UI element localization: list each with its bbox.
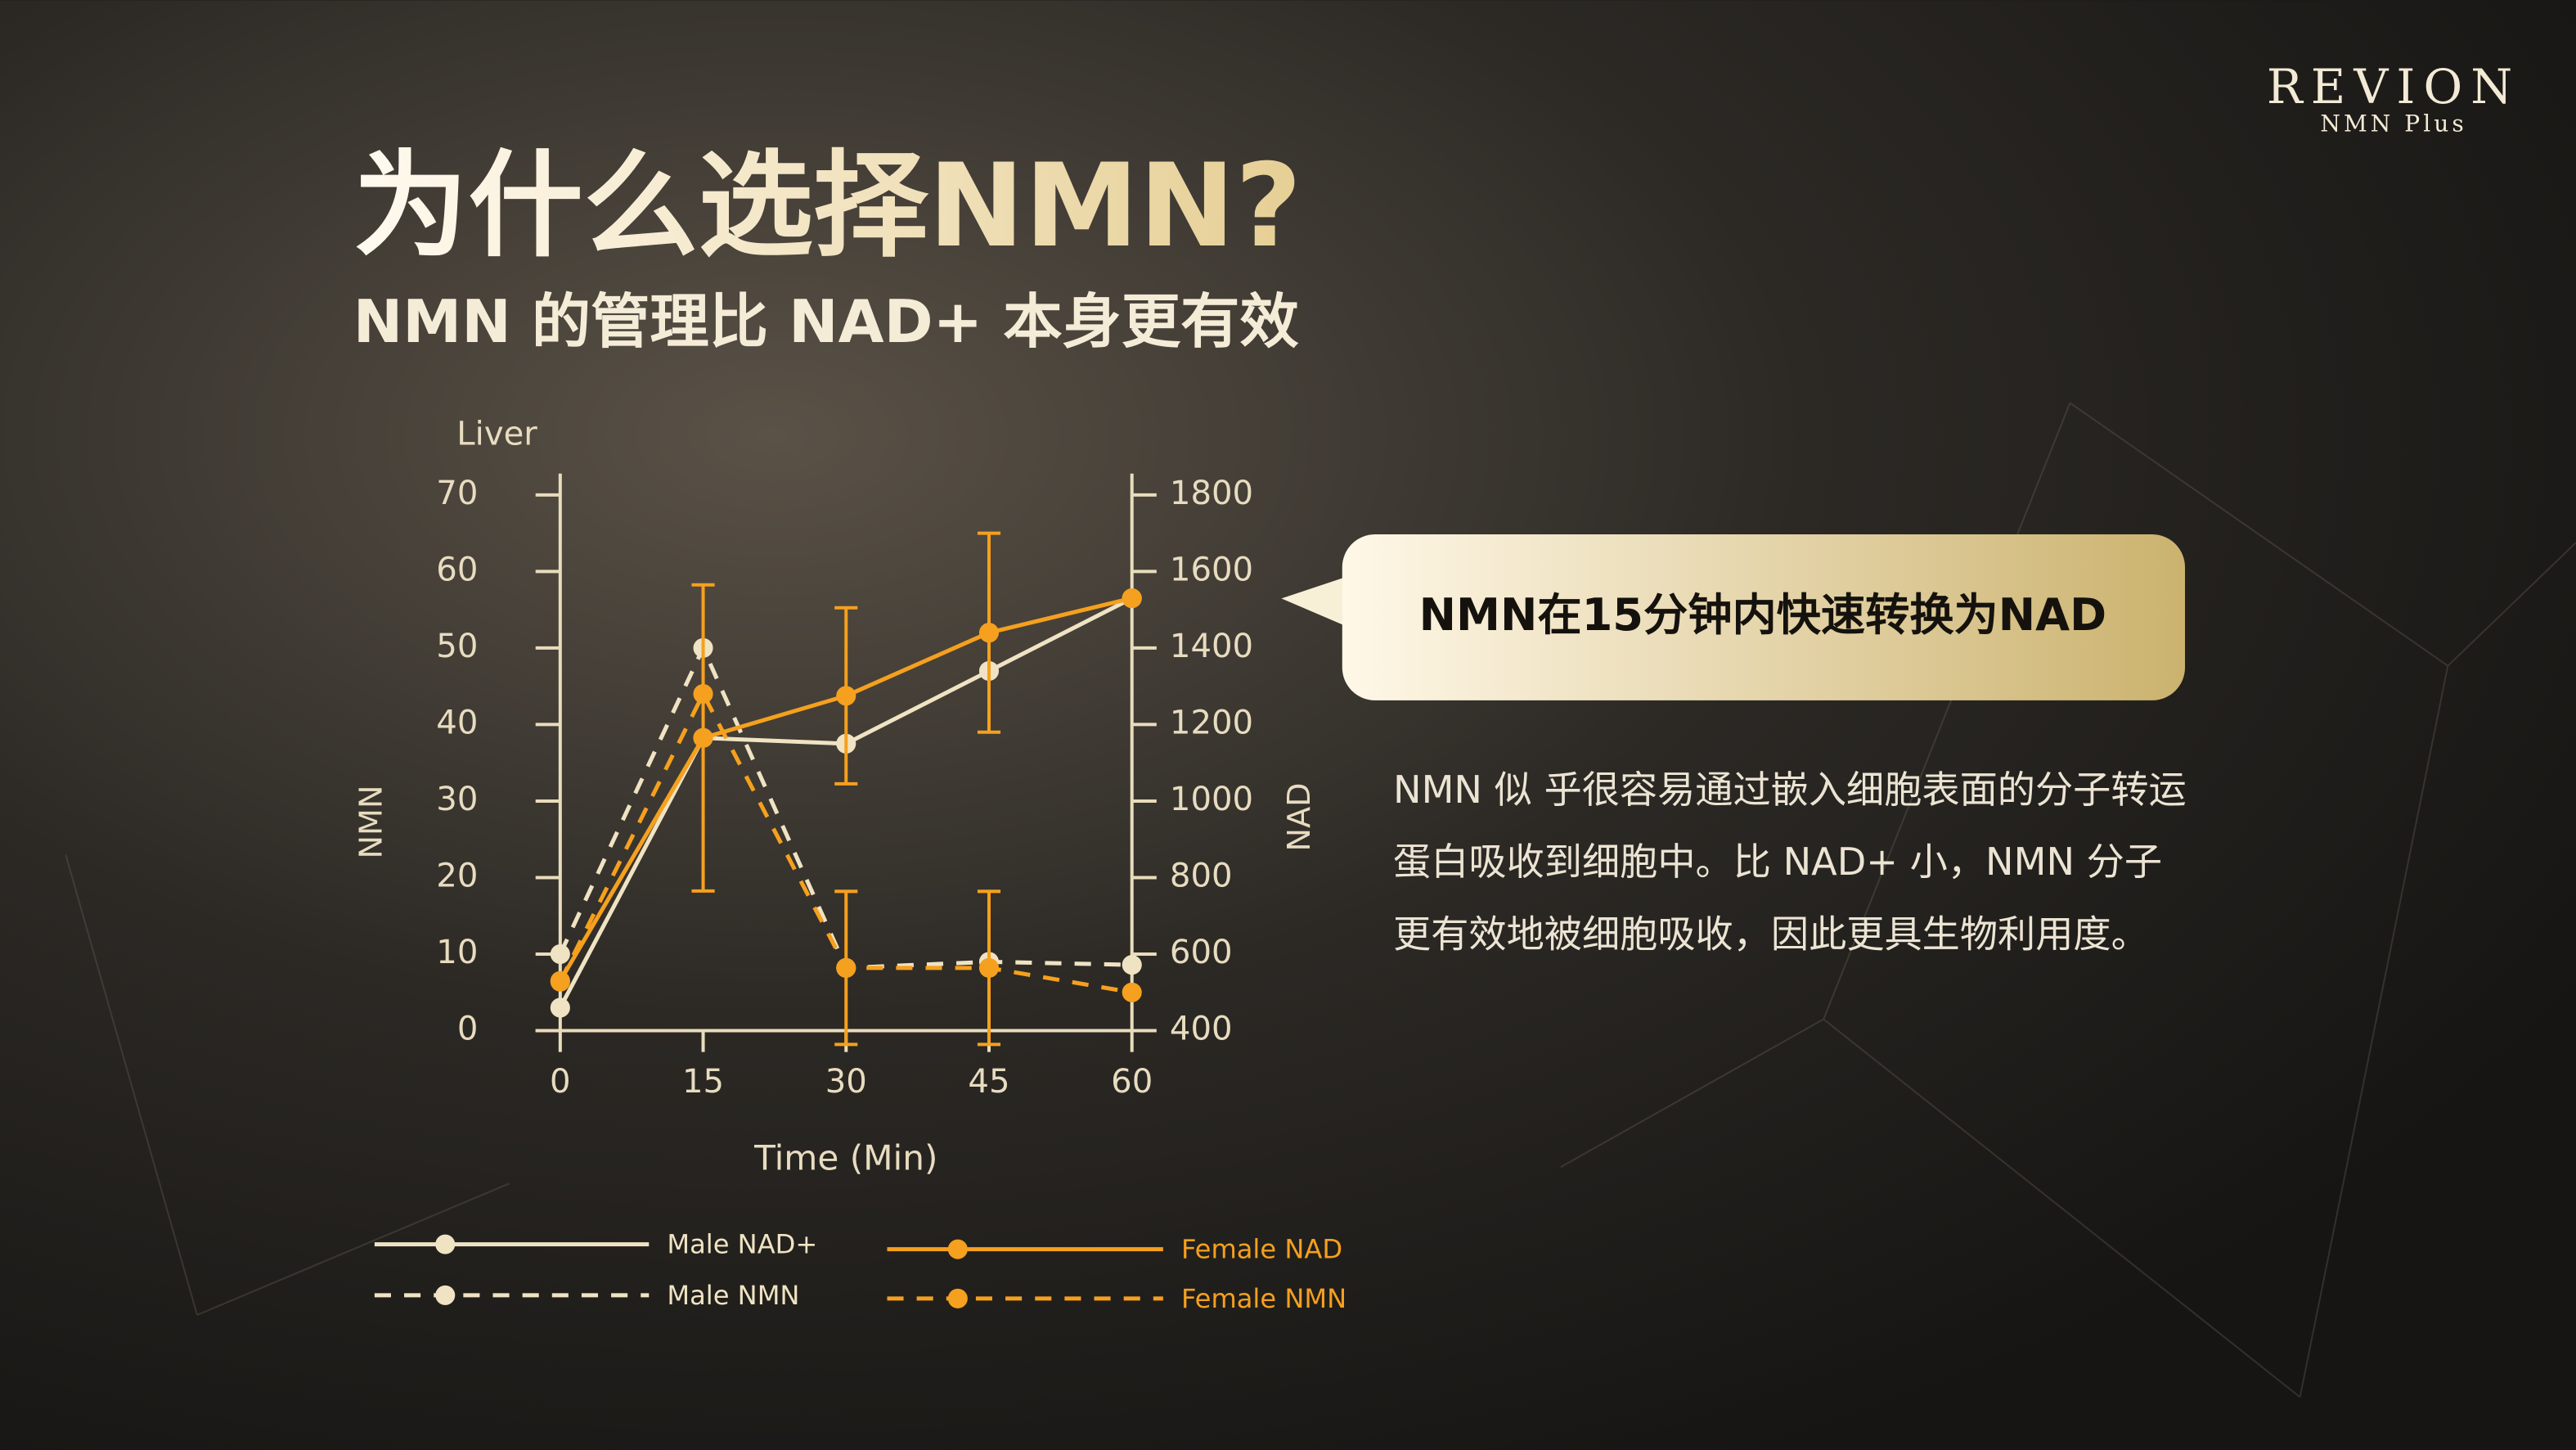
subtitle: NMN 的管理比 NAD+ 本身更有效: [353, 288, 1299, 357]
y2-tick-label: 1600: [1170, 551, 1253, 588]
legend-marker: [947, 1239, 968, 1259]
callout-pointer: [1281, 575, 1351, 628]
y-tick-label: 10: [436, 934, 478, 971]
y-tick-label: 70: [436, 475, 478, 512]
data-point: [1122, 982, 1142, 1002]
y-tick-label: 40: [436, 704, 478, 741]
y2-tick-label: 800: [1170, 857, 1233, 894]
body-line: NMN 似 乎很容易通过嵌入细胞表面的分子转运: [1393, 768, 2187, 812]
x-tick-label: 15: [682, 1063, 724, 1101]
title: 为什么选择NMN?: [353, 140, 1302, 273]
y2-tick-label: 1800: [1170, 475, 1253, 512]
legend-label: Female NMN: [1181, 1283, 1346, 1314]
brand-name: REVION: [2267, 59, 2520, 115]
chart: Liver01020304050607040060080010001200140…: [353, 416, 1346, 1314]
x-axis-label: Time (Min): [753, 1138, 937, 1178]
callout-box: [1342, 534, 2186, 700]
y2-tick-label: 1200: [1170, 704, 1253, 741]
x-tick-label: 0: [550, 1063, 571, 1101]
data-point: [978, 623, 1000, 643]
legend-marker: [435, 1234, 456, 1254]
data-point: [550, 971, 570, 992]
y2-axis-label: NAD: [1281, 782, 1317, 851]
data-point: [693, 683, 713, 705]
y-tick-label: 30: [436, 781, 478, 818]
legend-label: Male NAD+: [667, 1229, 817, 1260]
data-point: [1122, 955, 1142, 975]
data-point: [836, 957, 856, 978]
y-tick-label: 50: [436, 628, 478, 665]
network-decoration: [65, 402, 2576, 1398]
y-tick-label: 0: [457, 1011, 479, 1048]
x-tick-label: 45: [968, 1063, 1009, 1101]
y-tick-label: 60: [436, 551, 478, 588]
data-point: [836, 686, 856, 706]
callout-text: NMN在15分钟内快速转换为NAD: [1419, 589, 2106, 641]
data-point: [550, 997, 570, 1018]
y2-tick-label: 400: [1170, 1011, 1233, 1048]
data-point: [550, 943, 570, 965]
x-tick-label: 60: [1111, 1063, 1153, 1101]
y2-tick-label: 1400: [1170, 628, 1253, 665]
legend-marker: [947, 1288, 968, 1308]
body-line: 更有效地被细胞吸收，因此更具生物利用度。: [1393, 912, 2149, 957]
chart-title: Liver: [456, 416, 537, 453]
data-point: [978, 957, 1000, 978]
legend-marker: [435, 1285, 456, 1305]
data-point: [1122, 588, 1142, 609]
y-tick-label: 20: [436, 857, 478, 894]
brand-product: NMN Plus: [2320, 110, 2466, 137]
y2-tick-label: 600: [1170, 934, 1233, 971]
data-point: [693, 727, 713, 748]
x-tick-label: 30: [825, 1063, 867, 1101]
y2-tick-label: 1000: [1170, 781, 1253, 818]
legend-label: Male NMN: [667, 1280, 799, 1311]
y-axis-label: NMN: [353, 785, 389, 858]
legend-label: Female NAD: [1181, 1234, 1342, 1265]
body-line: 蛋白吸收到细胞中。比 NAD+ 小，NMN 分子: [1393, 840, 2162, 884]
